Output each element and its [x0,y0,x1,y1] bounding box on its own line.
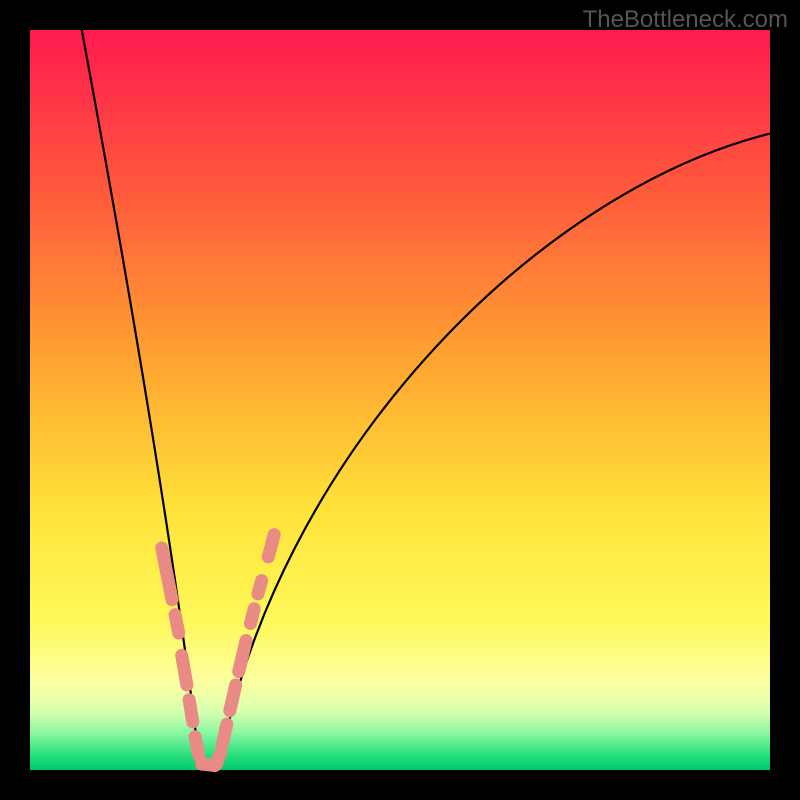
marker-segment [175,615,179,634]
marker-segment [268,535,274,557]
marker-segment [222,724,226,744]
figure-container: TheBottleneck.com [0,0,800,800]
marker-segment [182,655,187,685]
plot-background [30,30,770,770]
marker-segment [195,737,199,756]
bottleneck-chart [0,0,800,800]
watermark-text: TheBottleneck.com [583,6,788,34]
marker-segment [230,685,236,711]
marker-segment [189,700,193,722]
marker-segment [251,609,255,624]
marker-segment [239,641,246,672]
marker-segment [216,752,220,765]
marker-segment [258,581,262,594]
